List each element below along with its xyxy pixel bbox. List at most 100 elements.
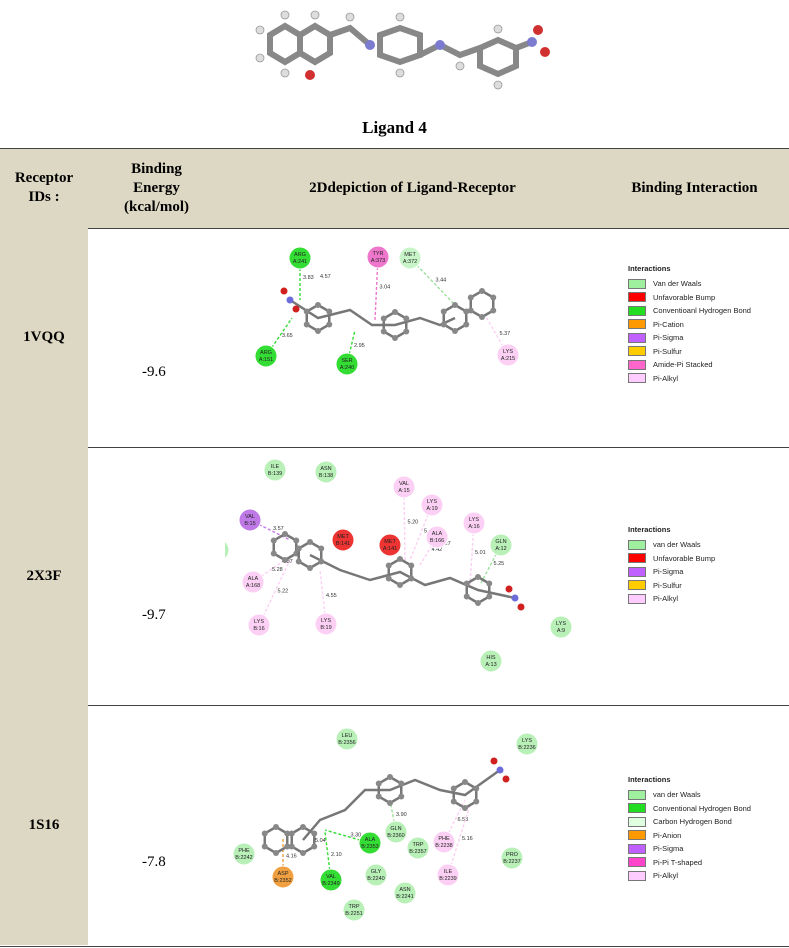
residue-name: HIS: [486, 655, 496, 661]
atom: [463, 321, 470, 328]
residue-disc: [384, 820, 408, 844]
residue-disc: [314, 612, 338, 636]
legend-label: Pi-Sigma: [653, 333, 684, 343]
residue-name: ILE: [444, 869, 453, 875]
contact-line: [258, 559, 291, 626]
legend-item: Pi-Cation: [628, 318, 751, 332]
residue-disc: [314, 460, 338, 484]
atom: [452, 328, 458, 334]
legend-item: Pi-Alkyl: [628, 869, 751, 883]
residue-disc: [515, 732, 539, 756]
residue-chain: B:16: [253, 626, 264, 632]
legend-swatch: [628, 830, 646, 841]
header-row: [0, 148, 789, 228]
residue-chain: A:141: [383, 546, 397, 552]
interaction-diagram: 5.205.303.575.014.425.255.285.224.554.87…: [225, 458, 573, 673]
distance-label: 5.16: [462, 836, 473, 842]
legend-label: Pi-Alkyl: [653, 373, 679, 383]
legend-label: Pi-Anion: [653, 830, 682, 840]
legend-swatch: [628, 305, 646, 316]
atom: [273, 824, 279, 830]
atom: [397, 582, 403, 588]
legend-swatch: [628, 359, 646, 370]
residue-disc: [225, 540, 230, 560]
residue-chain: A:9: [557, 628, 565, 634]
residue-chain: A:372: [403, 259, 417, 265]
legend-label: van der Waals: [653, 790, 701, 800]
residue-chain: B:2240: [367, 876, 384, 882]
legend-item: Van der Waals: [628, 277, 751, 291]
atom: [270, 550, 277, 557]
legend-label: Conventional Hydrogen Bond: [653, 803, 751, 813]
distance-label: 2.10: [331, 852, 342, 858]
atom: [261, 830, 268, 837]
residue-disc: [398, 246, 422, 270]
residue-disc: [335, 352, 359, 376]
legend: Interactions Van der Waals Unfavorable Bum…: [628, 264, 751, 385]
legend-swatch: [628, 292, 646, 303]
residue-name: TRP: [413, 842, 424, 848]
header-cell: Binding Interaction: [631, 179, 758, 196]
legend-label: Pi-Sigma: [653, 567, 684, 577]
residue-name: ALA: [432, 531, 443, 537]
residue-chain: A:241: [293, 259, 307, 265]
legend-swatch: [628, 332, 646, 343]
residue-chain: B:2241: [396, 894, 413, 900]
distance-label: 5.22: [278, 589, 289, 595]
distance-label: 5.04: [315, 838, 326, 844]
distance-label: 3.90: [396, 812, 407, 818]
residue-disc: [432, 830, 456, 854]
distance-label: 5.28: [272, 567, 283, 573]
atom: [408, 562, 415, 569]
legend-title: Interactions: [628, 264, 671, 273]
atom: [295, 558, 302, 565]
legend-swatch: [628, 816, 646, 827]
header-cell: Binding Energy (kcal/mol): [124, 160, 189, 215]
atom: [375, 793, 382, 800]
rule: [0, 946, 789, 947]
atom: [473, 785, 480, 792]
legend: Interactions van der Waals Conventional Hy…: [628, 775, 751, 883]
nitrogen-atom: [511, 594, 519, 602]
residue-disc: [392, 475, 416, 499]
legend-item: Pi-Sigma: [628, 331, 751, 345]
nitrogen-atom: [286, 296, 294, 304]
legend-item: Pi-Alkyl: [628, 592, 715, 606]
binding-energy: -9.7: [142, 606, 166, 623]
residue-chain: A:151: [259, 357, 273, 363]
legend-label: Carbon Hydrogen Bond: [653, 817, 732, 827]
residue-disc: [247, 613, 271, 637]
row-rule: [0, 447, 789, 448]
atom: [450, 785, 457, 792]
ligand-bond: [289, 298, 456, 327]
legend-label: van der Waals: [653, 540, 701, 550]
residue-chain: B:19: [320, 625, 331, 631]
legend-swatch: [628, 593, 646, 604]
residue-chain: B:2352: [274, 878, 291, 884]
residue-chain: B:2251: [345, 911, 362, 917]
atom: [392, 309, 398, 315]
atom: [273, 850, 279, 856]
legend-item: Pi-Sulfur: [628, 345, 751, 359]
residue-chain: B:2236: [518, 745, 535, 751]
atom: [490, 294, 497, 301]
atom: [307, 565, 313, 571]
atom: [288, 830, 295, 837]
legend-item: van der Waals: [628, 538, 715, 552]
residue-chain: B:15: [244, 521, 255, 527]
legend-swatch: [628, 803, 646, 814]
residue-chain: B:2356: [338, 740, 355, 746]
residue-name: LYS: [321, 618, 331, 624]
legend-swatch: [628, 843, 646, 854]
ligand-bond: [302, 768, 501, 841]
ligand-title: Ligand 4: [362, 118, 427, 137]
residue-disc: [436, 863, 460, 887]
header-cell: Receptor IDs :: [14, 170, 74, 205]
residue-name: MET: [384, 539, 396, 545]
legend-label: Pi-Alkyl: [653, 871, 679, 881]
residue-name: GLN: [495, 539, 506, 545]
residue-disc: [263, 458, 287, 482]
residue-chain: A:240: [340, 365, 354, 371]
legend-label: Pi-Cation: [653, 319, 684, 329]
atom: [295, 545, 302, 552]
